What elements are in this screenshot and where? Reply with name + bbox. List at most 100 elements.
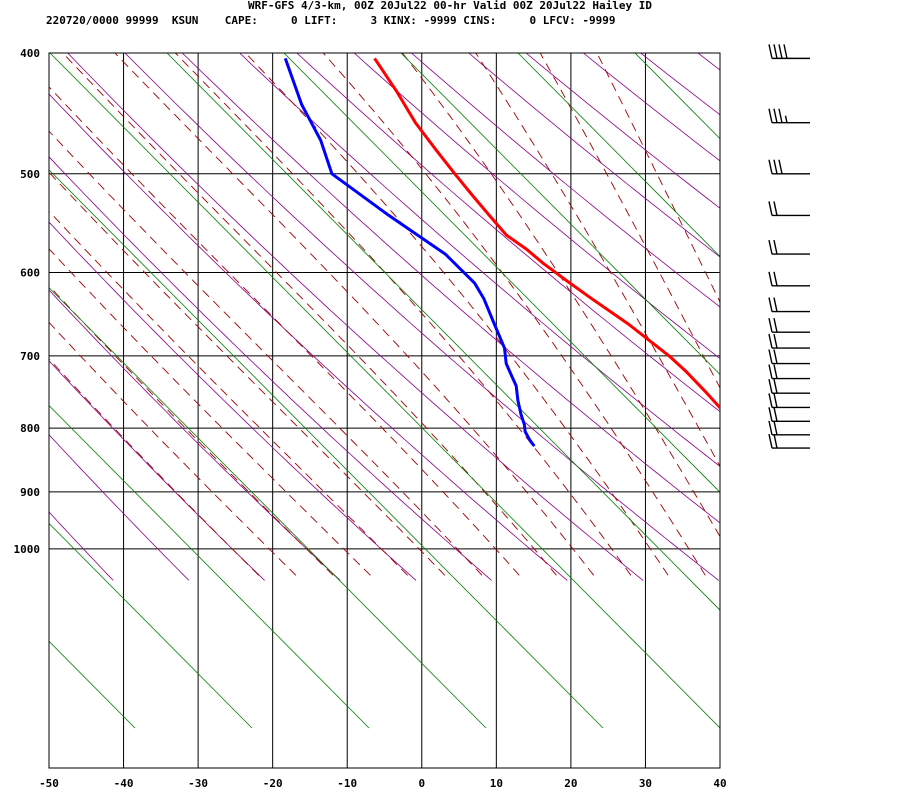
moist-adiabat <box>475 53 720 468</box>
barb-flag <box>768 333 773 349</box>
dry-adiabat <box>239 53 720 467</box>
dry-adiabat <box>49 511 114 581</box>
barb-flag <box>768 271 773 286</box>
dry-adiabat <box>296 53 720 413</box>
dry-adiabat <box>468 53 720 258</box>
barb-flag <box>768 420 773 436</box>
dry-adiabat <box>775 25 900 580</box>
mixing-ratio-line <box>49 522 253 729</box>
barb-flag <box>773 364 778 379</box>
barb-flag <box>773 393 778 408</box>
mixing-ratio-line <box>634 53 720 140</box>
barb-flag <box>768 433 773 449</box>
barb-flag <box>768 407 773 422</box>
dry-adiabat <box>353 53 720 360</box>
barb-flag <box>768 297 773 312</box>
barb-flag <box>773 44 778 59</box>
wind-barb <box>768 108 810 124</box>
y-tick-label: 400 <box>20 47 40 60</box>
dry-adiabat <box>49 156 492 581</box>
barb-flag <box>773 201 778 216</box>
wind-barb <box>768 379 810 394</box>
dry-adiabat <box>49 434 190 581</box>
dry-adiabat <box>124 53 719 581</box>
barb-flag <box>778 159 783 174</box>
mixing-ratio-line <box>869 53 900 728</box>
y-tick-label: 900 <box>20 486 40 499</box>
barb-flag <box>768 393 773 408</box>
axis-ticks: 400 500 600 700 800 900 1000 -50 -40 -30 -20 -10 0 10… <box>14 47 727 790</box>
mixing-ratio-line <box>517 53 720 258</box>
wind-barb <box>768 420 810 436</box>
profiles <box>283 57 720 447</box>
mixing-ratio-line <box>49 405 370 729</box>
y-tick-label: 1000 <box>14 543 41 556</box>
x-tick-label: -10 <box>337 777 357 790</box>
x-tick-label: -20 <box>263 777 283 790</box>
dry-adiabat <box>67 53 644 581</box>
mixing-ratio-line <box>752 53 900 728</box>
barb-flag <box>768 364 773 379</box>
mixing-ratio-line <box>49 640 136 729</box>
mixing-ratio-line <box>283 53 720 493</box>
barb-flag <box>773 108 778 123</box>
barb-flag <box>768 349 773 364</box>
chart-frame <box>48 52 721 769</box>
wind-barb <box>768 297 810 313</box>
dry-adiabat <box>49 93 568 581</box>
moist-adiabat <box>596 53 720 304</box>
moist-adiabat <box>49 171 446 576</box>
wind-barb <box>768 393 810 409</box>
dry-adiabat <box>49 221 417 581</box>
mixing-ratio-line <box>166 53 720 611</box>
dry-adiabat <box>719 25 900 580</box>
chart-title: WRF-GFS 4/3-km, 00Z 20Jul22 00-hr Valid … <box>248 0 652 12</box>
barb-flag <box>778 44 783 59</box>
barb-flag <box>773 433 778 449</box>
plot-border <box>48 52 721 769</box>
barb-flag <box>768 201 773 216</box>
barb-flag <box>768 159 773 174</box>
wind-barb <box>768 333 810 349</box>
x-tick-label: -50 <box>39 777 59 790</box>
y-tick-label: 800 <box>20 422 40 435</box>
moist-adiabat <box>62 53 557 576</box>
barb-flag <box>773 333 778 349</box>
barb-flag <box>768 239 773 255</box>
moist-adiabat <box>174 53 632 576</box>
temperature-line <box>373 57 720 412</box>
x-tick-label: 30 <box>639 777 652 790</box>
wind-barb <box>768 201 810 217</box>
dry-adiabat <box>525 53 720 209</box>
wind-barbs <box>768 44 810 449</box>
barb-flag <box>783 44 788 59</box>
x-tick-label: 0 <box>418 777 425 790</box>
moist-adiabat <box>322 53 706 576</box>
barb-flag <box>773 349 778 364</box>
mixing-ratio-line <box>49 169 604 729</box>
moist-adiabat <box>49 358 260 576</box>
dry-adiabat <box>410 53 720 308</box>
wind-barb <box>768 239 810 255</box>
moist-adiabat <box>49 321 297 576</box>
x-tick-label: 40 <box>713 777 726 790</box>
wind-barb <box>768 159 810 175</box>
moist-adiabat <box>49 130 483 576</box>
wind-barb <box>768 407 810 423</box>
dry-adiabat <box>832 25 900 580</box>
barb-flag <box>773 297 778 312</box>
mixing-ratio-line <box>400 53 720 375</box>
dry-adiabat <box>49 289 341 581</box>
moist-adiabat <box>244 53 669 576</box>
barb-flag <box>773 271 778 286</box>
mixing-ratio-line <box>0 53 18 728</box>
x-tick-label: -30 <box>188 777 208 790</box>
barb-flag <box>778 108 783 123</box>
barb-flag <box>768 318 773 333</box>
moist-adiabat <box>114 53 595 576</box>
wind-barb <box>768 364 810 380</box>
dry-adiabat <box>640 53 720 116</box>
x-tick-label: -40 <box>114 777 134 790</box>
wind-barb <box>768 44 810 60</box>
